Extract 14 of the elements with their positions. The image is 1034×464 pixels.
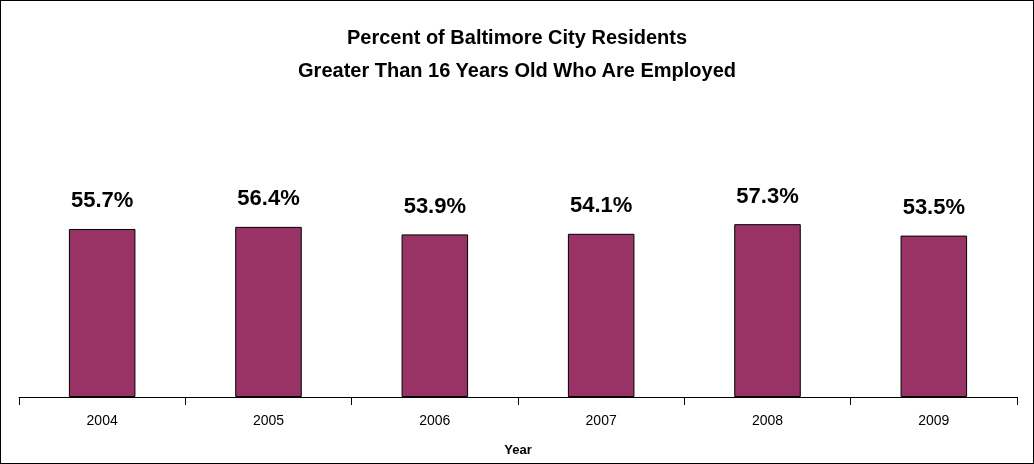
x-tick-label: 2004 bbox=[86, 412, 118, 428]
x-tick-label: 2008 bbox=[751, 412, 784, 428]
chart-title: Percent of Baltimore City Residents Greater Than 16 Years Old Who Are Employed bbox=[298, 25, 736, 81]
x-tick-label: 2006 bbox=[419, 412, 451, 428]
data-label: 53.9% bbox=[403, 192, 467, 218]
data-label: 54.1% bbox=[569, 192, 633, 218]
x-axis-title: Year bbox=[504, 442, 532, 457]
data-label: 55.7% bbox=[70, 187, 134, 213]
x-tick-label: 2005 bbox=[252, 412, 285, 428]
x-tick-label: 2007 bbox=[585, 412, 617, 428]
data-label: 57.3% bbox=[736, 182, 799, 208]
data-label: 56.4% bbox=[237, 185, 300, 211]
x-tick-label: 2009 bbox=[918, 412, 950, 428]
data-label: 53.5% bbox=[902, 194, 966, 220]
